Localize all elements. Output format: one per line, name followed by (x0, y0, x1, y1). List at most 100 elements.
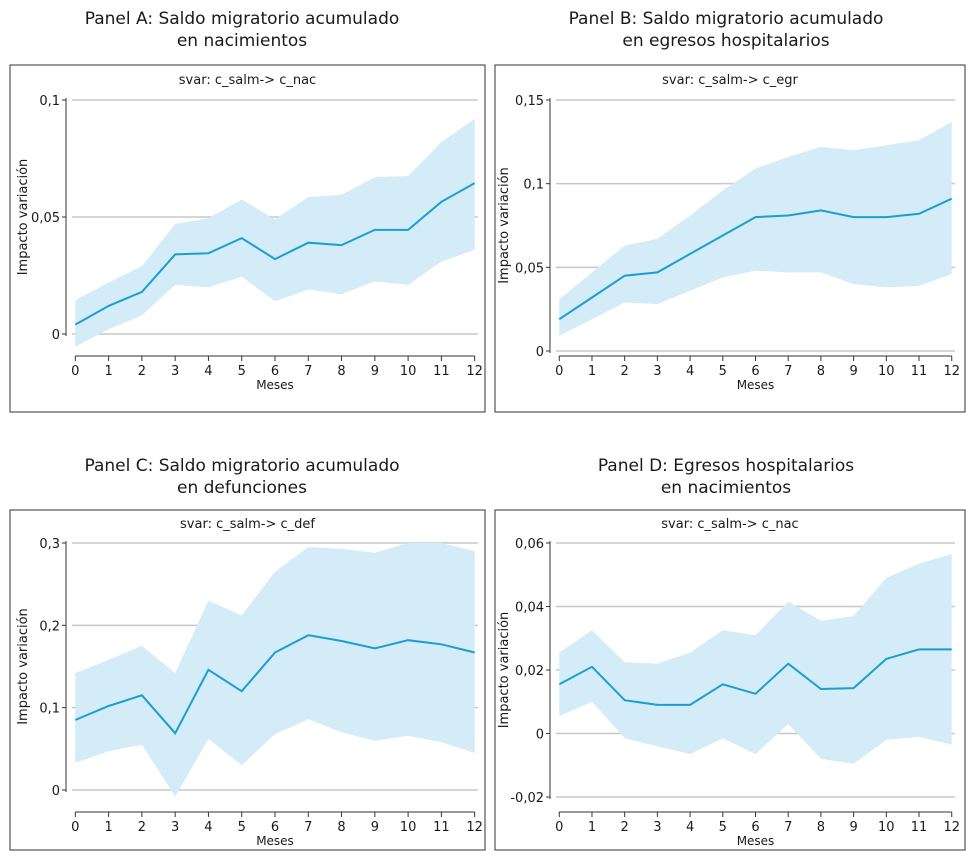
panel-c-title-line-1: Panel C: Saldo migratorio acumulado (84, 456, 400, 476)
x-tick-label: 11 (433, 364, 450, 379)
x-tick-label: 10 (400, 820, 417, 835)
x-tick-label: 6 (271, 820, 279, 835)
x-tick-label: 0 (71, 820, 79, 835)
confidence-band (559, 121, 952, 336)
x-tick-label: 8 (337, 364, 345, 379)
y-tick-label: 0,2 (39, 619, 60, 634)
x-tick-label: 10 (400, 364, 417, 379)
x-tick-label: 6 (271, 364, 279, 379)
x-tick-label: 9 (371, 364, 379, 379)
x-tick-label: 4 (686, 364, 694, 379)
y-tick-label: 0,3 (39, 537, 60, 552)
x-tick-label: 0 (555, 820, 563, 835)
panel-subtitle: svar: c_salm-> c_def (180, 517, 315, 532)
confidence-band (559, 554, 952, 764)
x-tick-label: 2 (138, 820, 146, 835)
y-axis-title: Impacto variación (16, 159, 31, 276)
confidence-band (75, 543, 475, 797)
y-tick-label: 0 (536, 728, 544, 743)
panel-frame (494, 64, 966, 413)
panel-subtitle: svar: c_salm-> c_egr (662, 73, 798, 88)
x-tick-label: 0 (71, 364, 79, 379)
x-axis-title: Meses (737, 378, 775, 392)
x-tick-label: 2 (621, 820, 629, 835)
x-tick-label: 9 (849, 364, 857, 379)
panel-frame (9, 64, 486, 413)
panel-frame (494, 509, 966, 851)
x-tick-label: 12 (943, 820, 960, 835)
y-tick-label: 0,04 (515, 601, 544, 616)
y-tick-label: 0 (536, 345, 544, 360)
x-tick-label: 5 (238, 364, 246, 379)
x-tick-label: 0 (555, 364, 563, 379)
panel-c-title-line-2: en defunciones (177, 478, 307, 498)
x-tick-label: 8 (337, 820, 345, 835)
impulse-response-line (74, 182, 476, 326)
x-tick-label: 3 (653, 364, 661, 379)
y-tick-label: 0,05 (31, 211, 60, 226)
impulse-response-line (558, 648, 952, 706)
x-tick-label: 1 (588, 364, 596, 379)
panel-subtitle: svar: c_salm-> c_nac (661, 517, 798, 532)
x-tick-label: 9 (371, 820, 379, 835)
x-tick-label: 7 (304, 820, 312, 835)
x-tick-label: 3 (171, 820, 179, 835)
x-tick-label: 7 (304, 364, 312, 379)
x-tick-label: 3 (653, 820, 661, 835)
x-tick-label: 11 (911, 820, 928, 835)
x-tick-label: 12 (466, 820, 483, 835)
x-tick-label: 7 (784, 364, 792, 379)
x-tick-label: 2 (138, 364, 146, 379)
panel-a-title-line-2: en nacimientos (176, 31, 308, 51)
x-tick-label: 11 (433, 820, 450, 835)
x-tick-label: 5 (719, 364, 727, 379)
x-tick-label: 1 (104, 364, 112, 379)
panel-b-title-line-1: Panel B: Saldo migratorio acumulado (568, 9, 884, 29)
panel-a-title: Panel A: Saldo migratorio acumulado en n… (0, 8, 484, 52)
x-tick-label: 5 (238, 820, 246, 835)
impulse-response-line (74, 634, 475, 735)
y-tick-label: 0,1 (39, 94, 60, 109)
x-tick-label: 11 (911, 364, 928, 379)
impulse-response-line (558, 197, 953, 321)
x-tick-label: 12 (943, 364, 960, 379)
y-tick-label: 0 (52, 328, 60, 343)
x-tick-label: 6 (751, 364, 759, 379)
y-tick-label: 0 (52, 784, 60, 799)
x-tick-label: 4 (204, 820, 212, 835)
x-tick-label: 4 (686, 820, 694, 835)
y-tick-label: 0,1 (39, 702, 60, 717)
y-tick-label: 0,15 (515, 94, 544, 109)
y-tick-label: 0,06 (515, 537, 544, 552)
panel-d-title-line-1: Panel D: Egresos hospitalarios (597, 456, 855, 476)
confidence-band (75, 118, 475, 347)
x-axis-title: Meses (737, 834, 775, 848)
x-tick-label: 10 (878, 364, 895, 379)
x-tick-label: 7 (784, 820, 792, 835)
y-tick-label: -0,02 (510, 791, 544, 806)
y-axis-title: Impacto variación (16, 608, 31, 725)
panel-d-title-line-2: en nacimientos (660, 478, 792, 498)
x-axis-title: Meses (256, 834, 294, 848)
panel-b-title: Panel B: Saldo migratorio acumulado en e… (484, 8, 968, 52)
x-tick-label: 12 (466, 364, 483, 379)
panel-a-title-line-1: Panel A: Saldo migratorio acumulado (84, 9, 400, 29)
panel-b-title-line-2: en egresos hospitalarios (622, 31, 830, 51)
x-tick-label: 2 (621, 364, 629, 379)
y-axis-title: Impacto variación (497, 612, 512, 729)
y-tick-label: 0,02 (515, 664, 544, 679)
x-tick-label: 1 (588, 820, 596, 835)
x-tick-label: 1 (104, 820, 112, 835)
x-tick-label: 8 (817, 364, 825, 379)
panel-frame (9, 509, 486, 851)
x-tick-label: 8 (817, 820, 825, 835)
panel-d-title: Panel D: Egresos hospitalarios en nacimi… (484, 455, 968, 499)
x-tick-label: 5 (719, 820, 727, 835)
panel-c-title: Panel C: Saldo migratorio acumulado en d… (0, 455, 484, 499)
y-axis-title: Impacto variación (497, 167, 512, 284)
x-tick-label: 10 (878, 820, 895, 835)
x-tick-label: 3 (171, 364, 179, 379)
